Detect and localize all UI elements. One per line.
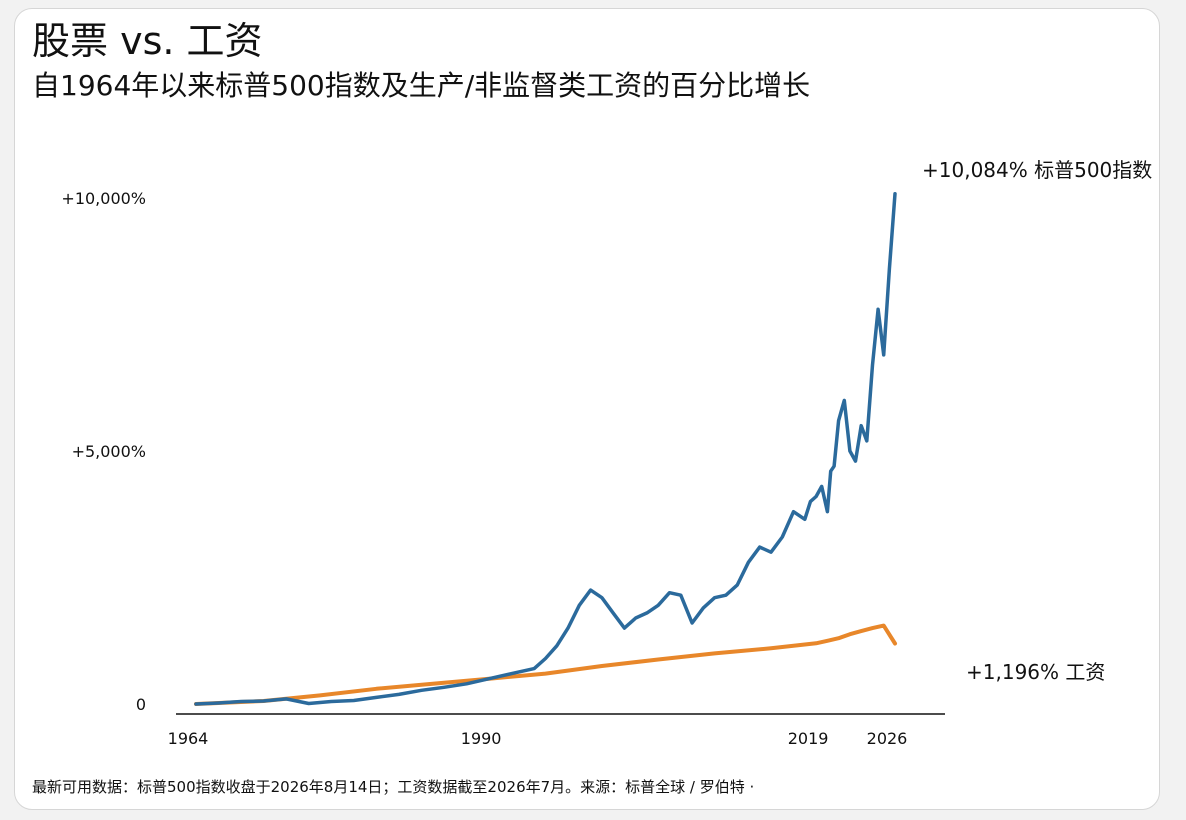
series-layer <box>194 191 897 706</box>
chart-subtitle: 自1964年以来标普500指数及生产/非监督类工资的百分比增长 <box>32 69 811 102</box>
x-tick-label: 1964 <box>168 729 209 748</box>
x-axis-ticks: 1964 1990 2019 2026 <box>168 729 908 748</box>
y-tick-label: 0 <box>136 695 146 714</box>
y-tick-label: +5,000% <box>72 442 146 461</box>
y-axis-ticks: 0 +5,000% +10,000% <box>61 189 146 714</box>
sp500-end-label: +10,084% 标普500指数 <box>922 158 1152 182</box>
x-tick-label: 2026 <box>867 729 908 748</box>
x-tick-label: 2019 <box>788 729 829 748</box>
y-tick-label: +10,000% <box>61 189 146 208</box>
sp500-series-line <box>194 191 897 706</box>
chart-card <box>14 8 1160 810</box>
source-footnote: 最新可用数据：标普500指数收盘于2026年8月14日；工资数据截至2026年7… <box>32 778 755 796</box>
wages-end-label: +1,196% 工资 <box>966 660 1105 684</box>
chart-title: 股票 vs. 工资 <box>32 19 263 63</box>
wages-series-line <box>194 623 897 706</box>
x-tick-label: 1990 <box>461 729 502 748</box>
series-end-labels: +10,084% 标普500指数 +1,196% 工资 <box>922 158 1152 684</box>
